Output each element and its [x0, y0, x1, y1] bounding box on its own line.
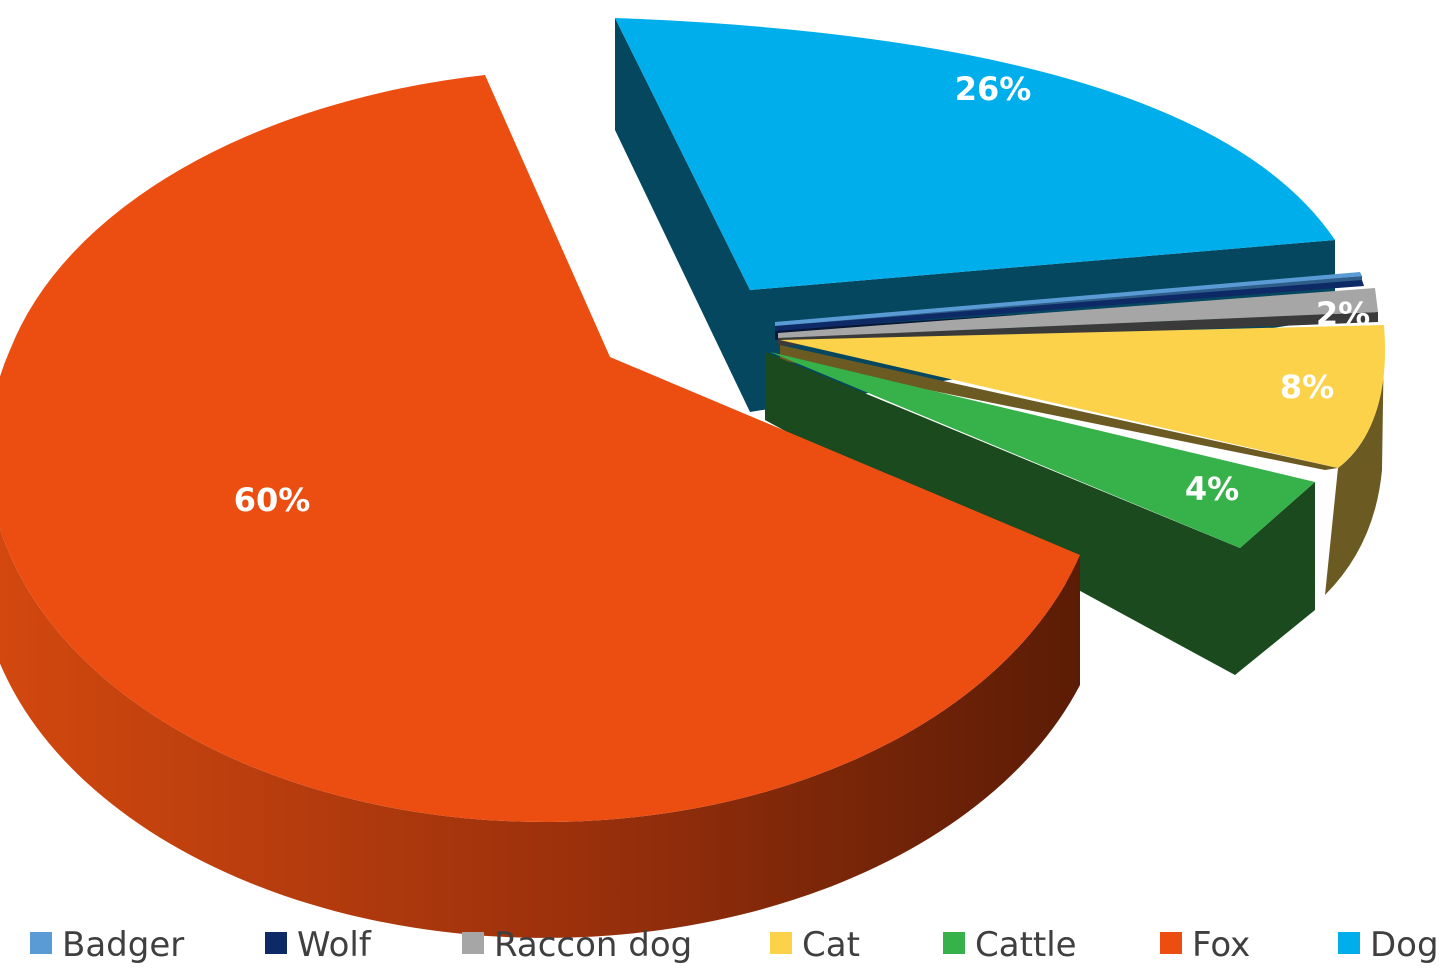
legend-label: Cat: [802, 925, 860, 965]
data-label-cattle: 4%: [1185, 470, 1239, 508]
legend-item: Badger: [30, 925, 184, 965]
legend-item: Fox: [1160, 925, 1250, 965]
pie-tops: [0, 18, 1386, 822]
data-label-dog: 26%: [955, 70, 1032, 108]
legend-item: Raccon dog: [462, 925, 692, 965]
legend-item: Dog: [1338, 925, 1439, 965]
slice-raccon-dog: [778, 288, 1378, 338]
legend-label: Dog: [1370, 925, 1439, 965]
legend: Badger Wolf Raccon dog Cat Cattle Fox Dog: [30, 925, 1439, 965]
slice-side-cattle: [765, 352, 1315, 675]
slice-side-fox: [0, 350, 1080, 938]
slice-badger: [775, 272, 1362, 326]
legend-label: Wolf: [297, 925, 372, 965]
legend-swatch: [770, 932, 792, 954]
legend-label: Cattle: [975, 925, 1077, 965]
legend-label: Badger: [62, 925, 184, 965]
legend-swatch: [1338, 932, 1360, 954]
slice-side-cat: [1325, 335, 1385, 595]
legend-item: Wolf: [265, 925, 372, 965]
slice-dog: [615, 18, 1335, 290]
legend-swatch: [1160, 932, 1182, 954]
slice-side-cat-inner: [780, 345, 1338, 470]
slice-fox: [0, 75, 1080, 822]
slice-cattle: [770, 352, 1315, 548]
legend-item: Cattle: [943, 925, 1077, 965]
data-label-fox: 60%: [234, 481, 311, 519]
legend-swatch: [30, 932, 52, 954]
legend-label: Fox: [1192, 925, 1250, 965]
data-label-raccon-dog: 2%: [1316, 295, 1370, 333]
legend-swatch: [462, 932, 484, 954]
slice-wolf: [775, 280, 1364, 331]
data-labels: 26% 2% 8% 4% 60%: [234, 70, 1370, 519]
data-label-cat: 8%: [1280, 368, 1334, 406]
slice-cat: [780, 325, 1386, 468]
legend-swatch: [265, 932, 287, 954]
legend-swatch: [943, 932, 965, 954]
legend-label: Raccon dog: [494, 925, 692, 965]
legend-item: Cat: [770, 925, 860, 965]
